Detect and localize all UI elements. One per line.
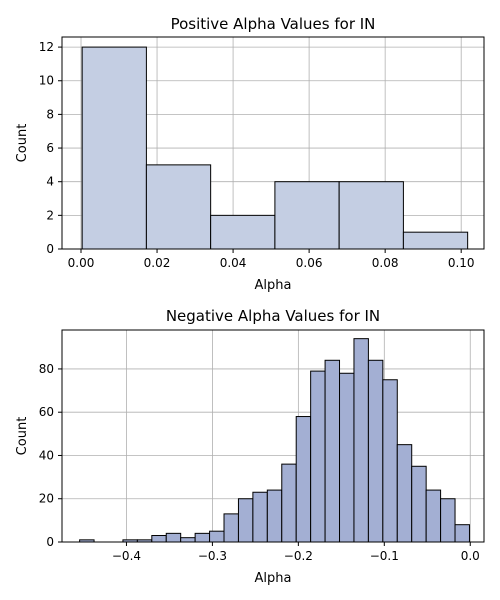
y-tick-label: 2 xyxy=(46,208,54,222)
x-axis-label: Alpha xyxy=(255,571,292,586)
histogram-bar xyxy=(367,359,384,543)
histogram-bar xyxy=(223,513,239,543)
histogram-bar xyxy=(454,524,470,543)
histogram-bar xyxy=(382,379,398,543)
y-tick-label: 4 xyxy=(46,175,54,189)
histogram-bar xyxy=(440,498,456,543)
histogram-bar xyxy=(396,444,413,543)
y-tick-label: 0 xyxy=(46,535,54,549)
x-ticks: −0.4 −0.3 −0.2 −0.1 0.0 xyxy=(112,542,480,563)
y-tick-label: 8 xyxy=(46,107,54,121)
y-axis-label: Count xyxy=(15,417,30,456)
histogram-bar xyxy=(295,416,312,543)
plot-frame xyxy=(61,329,485,543)
histogram-bar xyxy=(194,532,211,543)
positive-alpha-histogram: Positive Alpha Values for IN 0.00 0.02 0.0… xyxy=(15,15,485,293)
histogram-bar xyxy=(165,532,182,543)
histogram-bar xyxy=(310,370,326,543)
histogram-bar xyxy=(338,181,404,250)
x-ticks: 0.00 0.02 0.04 0.06 0.08 0.10 xyxy=(68,249,475,270)
histogram-bar xyxy=(151,535,167,543)
y-tick-label: 20 xyxy=(39,492,54,506)
histogram-bar xyxy=(274,181,340,250)
histogram-bar xyxy=(210,214,276,250)
histogram-bar xyxy=(81,46,147,250)
chart-title: Positive Alpha Values for IN xyxy=(171,15,376,33)
y-tick-label: 10 xyxy=(39,74,54,88)
x-axis-label: Alpha xyxy=(255,278,292,293)
histogram-bar xyxy=(145,164,212,250)
histogram-bar xyxy=(180,537,196,543)
y-tick-label: 80 xyxy=(39,362,54,376)
histogram-bar xyxy=(411,465,427,543)
x-tick-label: 0.08 xyxy=(372,256,399,270)
histogram-bar xyxy=(324,359,341,543)
bars xyxy=(81,46,469,250)
y-tick-label: 40 xyxy=(39,448,54,462)
x-tick-label: 0.10 xyxy=(448,256,475,270)
y-tick-label: 6 xyxy=(46,141,54,155)
histogram-bar xyxy=(252,491,268,543)
chart-title: Negative Alpha Values for IN xyxy=(166,307,380,325)
x-tick-label: 0.00 xyxy=(68,256,95,270)
y-tick-label: 60 xyxy=(39,405,54,419)
histogram-bar xyxy=(237,498,254,543)
y-ticks: 0 20 40 60 80 xyxy=(39,362,62,549)
x-tick-label: −0.2 xyxy=(284,549,313,563)
x-tick-label: 0.02 xyxy=(144,256,171,270)
histogram-bar xyxy=(353,338,369,543)
histogram-bar xyxy=(266,489,283,543)
y-ticks: 0 2 4 6 8 10 12 xyxy=(39,40,62,256)
histogram-bar xyxy=(402,231,469,250)
plot-frame xyxy=(61,36,485,250)
y-axis-label: Count xyxy=(15,124,30,163)
negative-alpha-histogram: Negative Alpha Values for IN −0.4 −0.3 −0.… xyxy=(15,307,485,586)
x-tick-label: 0.04 xyxy=(220,256,247,270)
histogram-bar xyxy=(425,489,442,543)
x-tick-label: 0.0 xyxy=(461,549,480,563)
histogram-bar xyxy=(209,530,225,543)
x-tick-label: 0.06 xyxy=(296,256,323,270)
x-tick-label: −0.1 xyxy=(370,549,399,563)
histogram-bar xyxy=(339,372,355,543)
x-tick-label: −0.4 xyxy=(112,549,141,563)
bars xyxy=(79,338,470,543)
histogram-bar xyxy=(281,463,297,543)
y-tick-label: 0 xyxy=(46,242,54,256)
x-tick-label: −0.3 xyxy=(198,549,227,563)
y-tick-label: 12 xyxy=(39,40,54,54)
